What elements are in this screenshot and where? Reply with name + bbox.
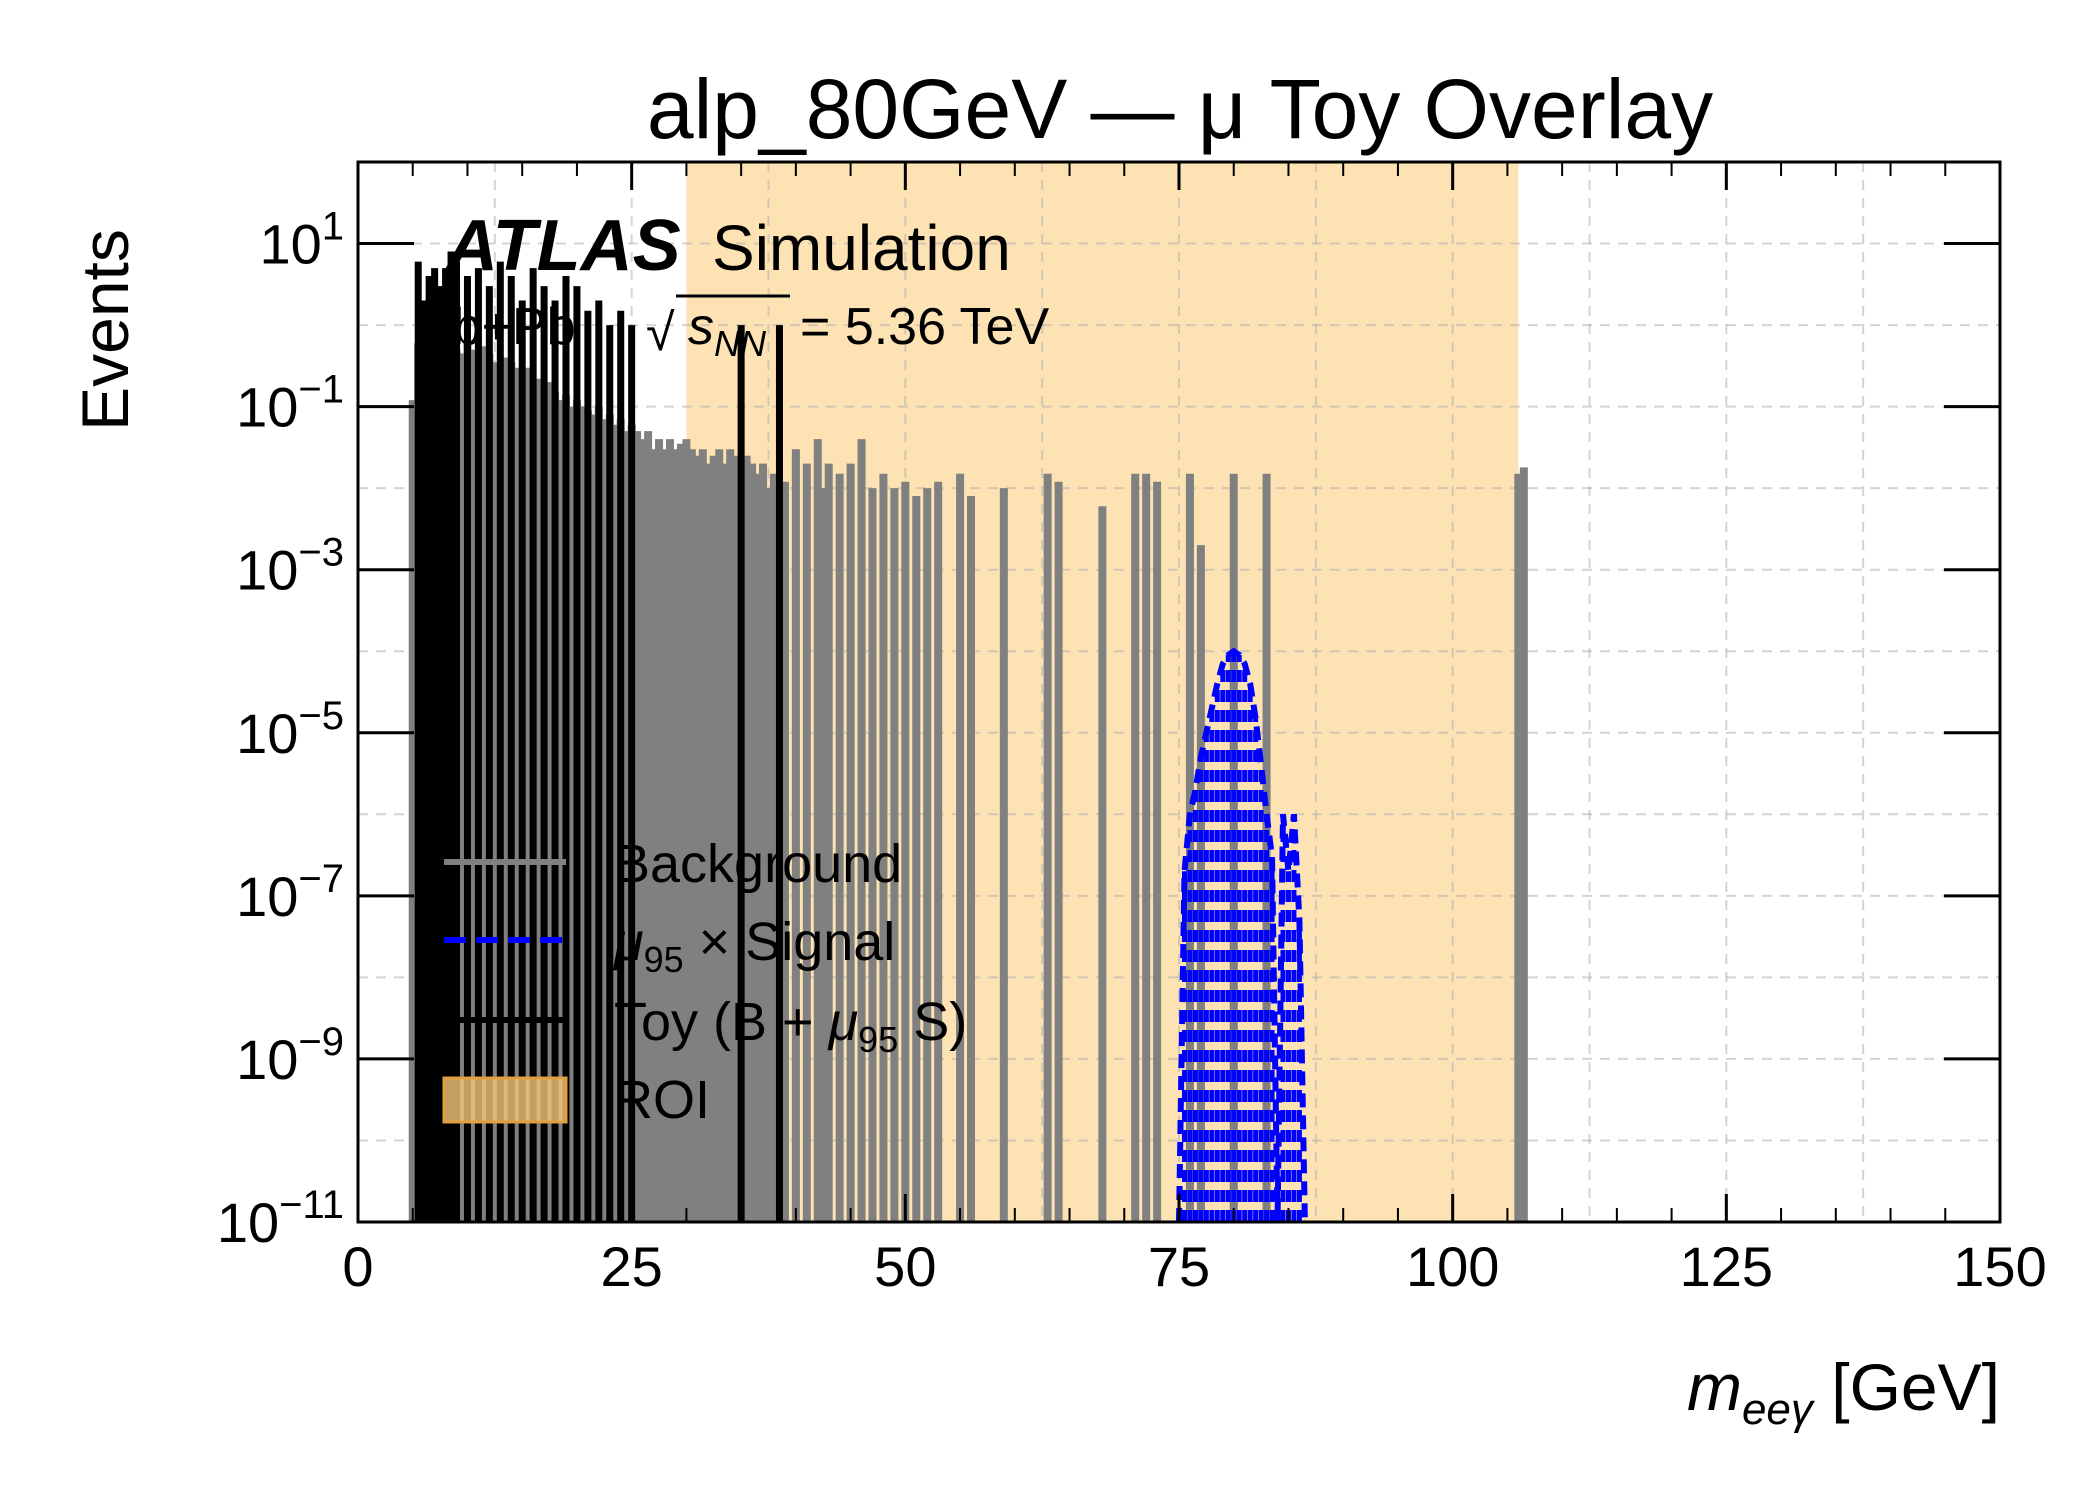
legend-toy-sub: 95	[858, 1019, 898, 1060]
signal-line	[1176, 647, 1308, 1222]
series-2	[414, 251, 783, 1222]
x-axis-label-main: m	[1687, 1350, 1742, 1424]
chart-title: alp_80GeV — μ Toy Overlay	[647, 62, 1713, 156]
x-tick-label: 25	[601, 1235, 663, 1298]
sqrt-var: sNN	[688, 298, 767, 364]
legend-swatch-roi	[442, 1076, 568, 1124]
y-tick-label: 10−5	[236, 694, 344, 765]
x-axis-label: meeγ [GeV]	[1687, 1350, 2000, 1434]
collision-label: Pb+Pb	[418, 298, 576, 356]
sqrt-sign: √	[646, 304, 675, 362]
legend: Background μ95 × Signal Toy (B + μ95 S) …	[442, 834, 967, 1130]
y-tick-label: 10−11	[217, 1183, 344, 1254]
atlas-label: ATLAS	[444, 206, 681, 286]
x-axis-label-unit	[1813, 1350, 1831, 1424]
x-axis-label-sub: eeγ	[1742, 1385, 1816, 1434]
x-axis-label-unit-text: [GeV]	[1831, 1350, 2000, 1424]
x-tick-label: 75	[1148, 1235, 1210, 1298]
legend-label-signal: μ95 × Signal	[612, 912, 895, 980]
x-tick-label: 150	[1953, 1235, 2046, 1298]
y-axis-label: Events	[68, 229, 142, 431]
ticks	[356, 162, 2002, 1224]
simulation-label: Simulation	[712, 212, 1011, 284]
sqrt-var-main: s	[688, 298, 714, 356]
legend-label-roi: ROI	[614, 1070, 710, 1130]
legend-signal-mu: μ	[612, 912, 644, 972]
legend-signal-sub: 95	[644, 939, 684, 980]
legend-toy-main: Toy (B +	[614, 992, 829, 1052]
legend-signal-rest: × Signal	[684, 912, 896, 972]
legend-label-toy: Toy (B + μ95 S)	[614, 992, 967, 1060]
series-1	[1176, 647, 1308, 1222]
y-tick-label: 101	[259, 205, 344, 276]
y-tick-label: 10−9	[236, 1020, 344, 1091]
x-tick-label: 50	[874, 1235, 936, 1298]
legend-label-background: Background	[614, 834, 902, 894]
y-tick-labels: 101 10−1 10−3 10−5 10−7 10−9 10−11	[217, 205, 344, 1254]
legend-toy-mu: μ	[827, 992, 859, 1052]
x-tick-label: 125	[1680, 1235, 1773, 1298]
y-tick-label: 10−7	[236, 857, 344, 928]
sqrt-var-sub: NN	[714, 323, 767, 364]
y-tick-label: 10−3	[236, 531, 344, 602]
legend-toy-rest: S)	[898, 992, 967, 1052]
x-tick-labels: 0 25 50 75 100 125 150	[342, 1235, 2046, 1298]
y-tick-label: 10−1	[236, 368, 344, 439]
x-tick-label: 0	[342, 1235, 373, 1298]
x-tick-label: 100	[1406, 1235, 1499, 1298]
energy-label: = 5.36 TeV	[800, 298, 1049, 356]
experiment-label: ATLAS Simulation Pb+Pb √ sNN = 5.36 TeV	[418, 206, 1049, 364]
